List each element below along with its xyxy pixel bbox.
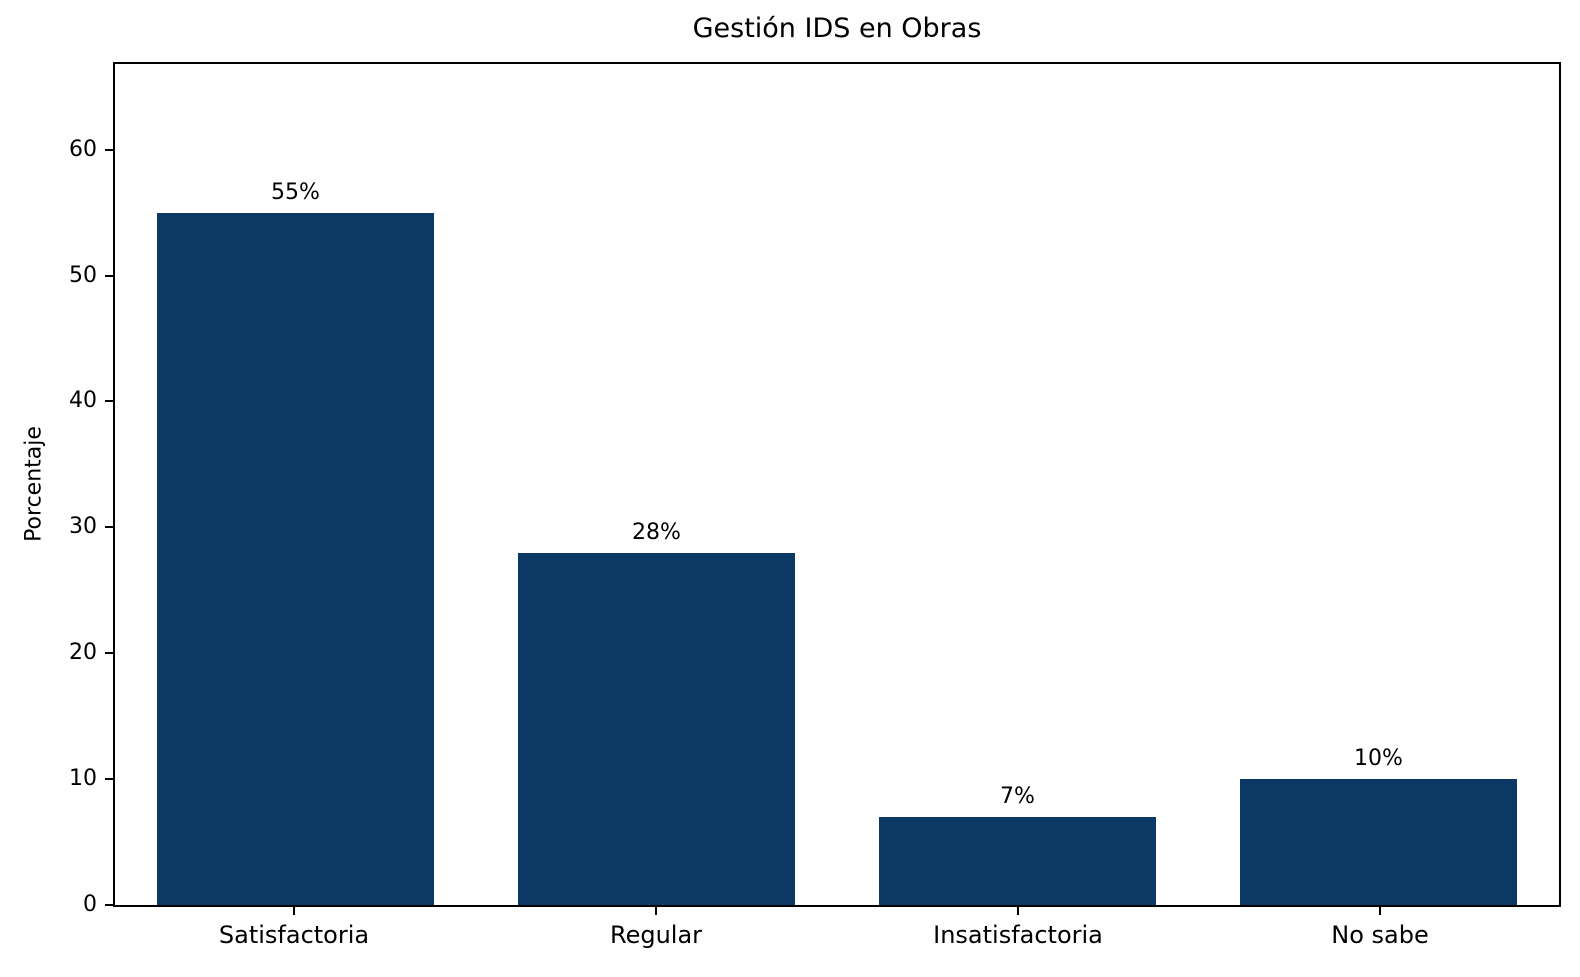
x-tick-label-regular: Regular: [609, 921, 703, 949]
y-tick-mark-30: [105, 526, 113, 529]
x-slot-no-sabe: No sabe: [1199, 907, 1561, 949]
y-tick-label-0: 0: [83, 892, 97, 917]
y-tick-label-50: 50: [69, 262, 97, 288]
y-axis-label: Porcentaje: [21, 426, 47, 542]
y-tick-label-40: 40: [69, 388, 97, 414]
x-slot-regular: Regular: [475, 907, 837, 949]
y-tick-mark-10: [105, 778, 113, 781]
bar-value-label-insatisfactoria: 7%: [1000, 783, 1035, 809]
x-tick-mark-regular: [655, 907, 657, 915]
y-tick-mark-0: [105, 904, 113, 906]
x-slot-insatisfactoria: Insatisfactoria: [837, 907, 1199, 949]
bar-value-label-no-sabe: 10%: [1354, 746, 1403, 772]
bar-slot-insatisfactoria: 7%: [837, 64, 1198, 905]
chart-title: Gestión IDS en Obras: [692, 13, 982, 44]
bar-slot-no-sabe: 10%: [1198, 64, 1559, 905]
y-tick-mark-60: [105, 148, 113, 151]
bar-insatisfactoria: [878, 816, 1157, 905]
x-tick-label-no-sabe: No sabe: [1331, 921, 1429, 949]
y-tick-mark-50: [105, 274, 113, 277]
bar-slot-regular: 28%: [476, 64, 837, 905]
x-slot-satisfactoria: Satisfactoria: [113, 907, 475, 949]
x-tick-label-insatisfactoria: Insatisfactoria: [933, 921, 1103, 949]
plot-area: 0 10 20 30 40 50 60 55% 28% 7% 10%: [69, 62, 1561, 916]
x-axis-labels: Satisfactoria Regular Insatisfactoria No sa…: [113, 907, 1561, 949]
bar-value-label-regular: 28%: [632, 519, 681, 545]
x-tick-label-satisfactoria: Satisfactoria: [218, 921, 370, 949]
x-tick-mark-satisfactoria: [293, 907, 295, 915]
y-tick-mark-40: [105, 400, 113, 403]
y-tick-label-30: 30: [69, 514, 97, 540]
bar-slot-satisfactoria: 55%: [115, 64, 476, 905]
x-tick-mark-no-sabe: [1379, 907, 1381, 915]
y-tick-label-10: 10: [69, 766, 97, 792]
bar-regular: [517, 552, 796, 905]
y-tick-mark-20: [105, 652, 113, 655]
y-tick-label-20: 20: [69, 640, 97, 666]
bars-row: 55% 28% 7% 10%: [115, 64, 1559, 905]
bar-no-sabe: [1239, 779, 1518, 905]
y-tick-label-60: 60: [69, 136, 97, 162]
bar-value-label-satisfactoria: 55%: [271, 179, 320, 205]
x-tick-mark-insatisfactoria: [1017, 907, 1019, 915]
bar-satisfactoria: [156, 212, 435, 905]
